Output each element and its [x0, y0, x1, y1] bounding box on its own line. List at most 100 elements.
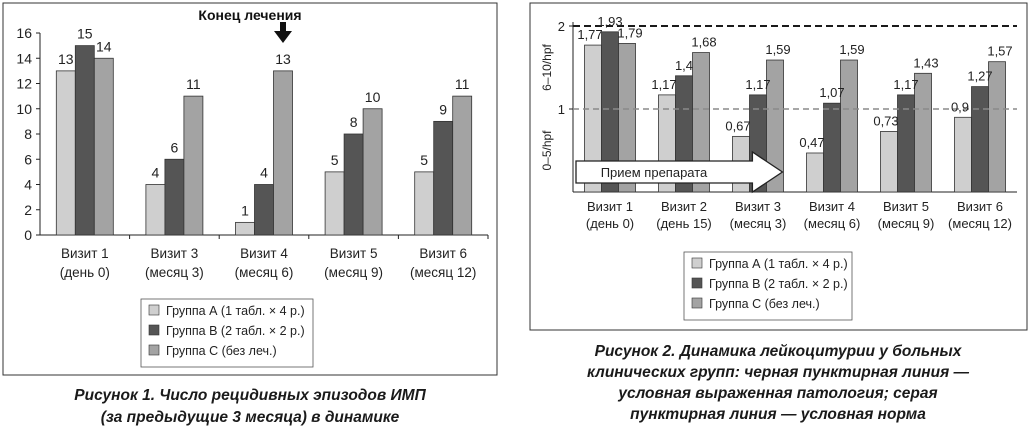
chart-2-data-label: 1,07 — [819, 85, 844, 100]
chart-1-legend-label: Группа В (2 табл. × 2 р.) — [166, 324, 305, 338]
chart-2-legend-swatch — [691, 297, 703, 309]
chart-1-data-label: 9 — [439, 101, 447, 117]
chart-2-data-label: 0,47 — [799, 135, 824, 150]
chart-1-x-sublabel: (месяц 9) — [324, 265, 383, 280]
chart-2-legend-swatch — [691, 277, 703, 289]
chart-1-data-label: 15 — [77, 26, 93, 42]
chart-2-data-label: 1,17 — [651, 77, 676, 92]
chart-1-caption: (за предыдущие 3 месяца) в динамике — [101, 409, 400, 426]
chart-1-data-label: 4 — [152, 165, 160, 181]
chart-2-x-sublabel: (день 0) — [586, 216, 634, 231]
chart-2-data-label: 1,43 — [913, 55, 938, 70]
chart-1-y-tick-label: 6 — [24, 151, 32, 167]
chart-1-data-label: 5 — [331, 152, 339, 168]
chart-1-y-tick-label: 12 — [16, 76, 32, 92]
chart-1-x-label: Визит 3 — [151, 246, 199, 261]
chart-2: 1 2 6–10/hpf 0–5/hpf Визит 1 (день 0) Визит 2 (… — [529, 2, 1028, 331]
chart-2-data-label: 1,17 — [893, 77, 918, 92]
chart-2-y-tick-label: 1 — [558, 102, 565, 117]
chart-1-bar — [273, 70, 293, 236]
chart-2-y-label-upper: 6–10/hpf — [540, 43, 554, 90]
chart-2-bar — [823, 102, 841, 193]
chart-2-x-label: Визит 3 — [735, 199, 781, 214]
chart-1-data-label: 13 — [275, 51, 291, 67]
chart-2-x-label: Визит 6 — [957, 199, 1003, 214]
chart-2-x-sublabel: (месяц 6) — [804, 216, 861, 231]
chart-1-x-sublabel: (месяц 12) — [410, 265, 476, 280]
chart-2-bar — [914, 72, 932, 193]
chart-2-caption: условная выраженная патология; серая — [617, 385, 937, 402]
chart-1-data-label: 14 — [96, 38, 112, 54]
chart-1-bar — [164, 158, 185, 236]
chart-2-x-label: Визит 4 — [809, 199, 855, 214]
chart-1-legend-label: Группа С (без леч.) — [166, 344, 277, 358]
chart-1-legend-swatch — [148, 324, 160, 336]
chart-2-bar — [988, 61, 1006, 193]
chart-1-x-label: Визит 6 — [419, 246, 467, 261]
chart-1-bar — [254, 184, 274, 236]
chart-1-bar — [55, 70, 76, 236]
chart-1-legend-label: Группа А (1 табл. × 4 р.) — [166, 304, 305, 318]
chart-1-bar — [452, 95, 473, 236]
chart-2-data-label: 1,4 — [675, 58, 693, 73]
chart-1-annotation-arrow-shaft — [280, 22, 286, 32]
chart-2-y-label-lower: 0–5/hpf — [540, 130, 554, 171]
chart-2-data-label: 1,93 — [597, 14, 622, 29]
chart-2-x-label: Визит 2 — [661, 199, 707, 214]
chart-2-legend-label: Группа В (2 табл. × 2 р.) — [709, 277, 848, 291]
chart-2-data-label: 1,59 — [839, 42, 864, 57]
chart-2-x-sublabel: (день 15) — [656, 216, 712, 231]
chart-2-data-label: 0,73 — [873, 113, 898, 128]
chart-2-x-sublabel: (месяц 12) — [948, 216, 1012, 231]
chart-1-data-label: 8 — [350, 114, 358, 130]
chart-1-y-tick-label: 2 — [24, 202, 32, 218]
chart-2-data-label: 1,79 — [617, 25, 642, 40]
chart-2-treatment-arrow — [575, 150, 784, 194]
chart-1-y-tick-label: 14 — [16, 50, 32, 66]
chart-1-legend: Группа А (1 табл. × 4 р.) Группа В (2 таб… — [140, 298, 314, 368]
chart-2-bar — [766, 59, 784, 193]
chart-2-bar — [954, 116, 972, 193]
chart-2-y-tick-label: 2 — [558, 19, 565, 34]
chart-1-legend-swatch — [148, 304, 160, 316]
chart-1-bar — [343, 133, 364, 236]
chart-1-annotation-arrow-head — [274, 31, 292, 43]
chart-1-data-label: 10 — [365, 89, 381, 105]
chart-1-y-tick-label: 8 — [24, 126, 32, 142]
chart-2-data-label: 0,9 — [951, 99, 969, 114]
chart-1-bar — [183, 95, 204, 236]
chart-2-x-sublabel: (месяц 9) — [878, 216, 935, 231]
chart-2-data-label: 1,27 — [967, 69, 992, 84]
chart-1-data-label: 11 — [455, 76, 470, 92]
chart-2-data-label: 1,57 — [987, 44, 1012, 59]
chart-1-data-label: 13 — [58, 51, 74, 67]
chart-1-data-label: 6 — [171, 139, 179, 155]
chart-2-bar — [692, 52, 710, 193]
chart-2-legend-label: Группа С (без леч.) — [709, 297, 820, 311]
chart-2-data-label: 0,67 — [725, 118, 750, 133]
chart-2-bar — [840, 59, 858, 193]
chart-1-bar — [433, 120, 454, 236]
chart-1-bar — [362, 108, 383, 236]
chart-2-legend-label: Группа А (1 табл. × 4 р.) — [709, 257, 848, 271]
chart-1-bar — [235, 221, 255, 236]
chart-1-legend-swatch — [148, 344, 160, 356]
chart-1-caption: Рисунок 1. Число рецидивных эпизодов ИМП — [74, 387, 426, 404]
chart-2-bar — [618, 43, 636, 193]
chart-1-data-label: 1 — [241, 202, 249, 218]
chart-1-bar — [324, 171, 345, 236]
chart-1-x-label: Визит 5 — [330, 246, 378, 261]
chart-2-x-sublabel: (месяц 3) — [730, 216, 787, 231]
chart-2-caption: пунктирная линия — условная норма — [630, 406, 926, 423]
chart-1-legend-box — [140, 298, 314, 368]
chart-2-data-label: 1,77 — [577, 27, 602, 42]
chart-2-bar — [806, 152, 824, 193]
chart-1-x-label: Визит 1 — [61, 246, 109, 261]
chart-2-bar — [971, 86, 989, 193]
chart-2-caption: клинических групп: черная пунктирная лин… — [587, 364, 970, 381]
chart-2-caption: Рисунок 2. Динамика лейкоцитурии у больн… — [595, 343, 963, 360]
chart-1-data-label: 11 — [186, 76, 201, 92]
chart-1-y-tick-label: 4 — [24, 177, 32, 193]
